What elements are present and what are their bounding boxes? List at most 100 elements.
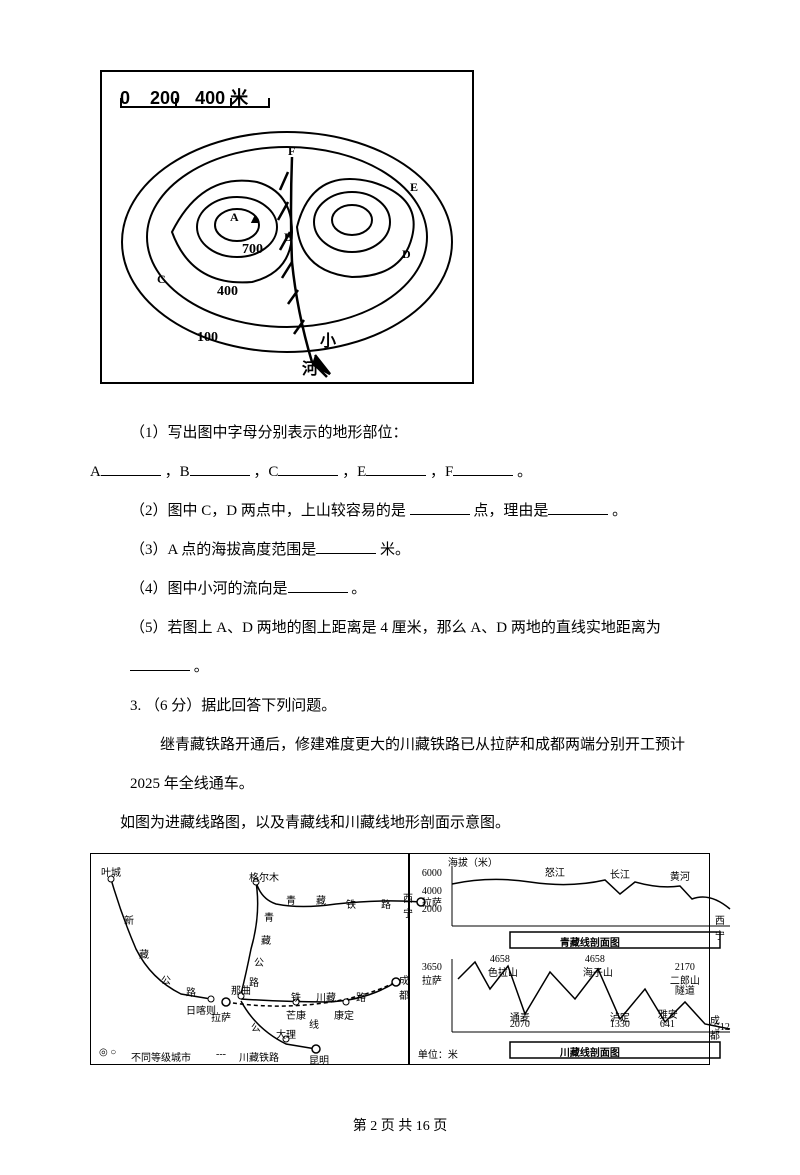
m2a-lu2: 路 (381, 896, 391, 911)
contour-map-box: 0 200 400 米 (100, 70, 474, 384)
m2a-gong1: 公 (161, 972, 171, 987)
m2a-gong3: 公 (251, 1019, 261, 1034)
m2a-tie1: 铁 (346, 896, 356, 911)
q2-prefix: （2）图中 C，D 两点中，上山较容易的是 (130, 503, 410, 519)
label-F: F (288, 144, 295, 159)
river-xiao: 小 (320, 327, 336, 351)
q1-fill: A ，B ，C ，E ，F 。 (90, 453, 710, 492)
m2a-tie2: 铁 (291, 989, 301, 1004)
q1-C: ，C (253, 464, 278, 480)
b-3650: 3650 (422, 962, 442, 973)
m2a-yecheng: 叶城 (101, 864, 121, 879)
haizishan: 海子山 (583, 964, 613, 979)
m2a-chengdu: 成都 (399, 972, 409, 1002)
profile-charts: 海拔（米） 6000 4000 2000 怒江 长江 黄河 拉萨 西宁 青藏线剖… (409, 853, 710, 1065)
figure2-row: 叶城 新 藏 公 路 青 藏 铁 路 青 藏 公 路 格尔木 西宁 日喀则 那曲… (90, 853, 710, 1065)
m2a-lu4: 路 (356, 989, 366, 1004)
legend1: 不同等级城市 (131, 1049, 191, 1064)
page-footer: 第 2 页 共 16 页 (90, 1115, 710, 1135)
q1-end: 。 (517, 464, 532, 480)
label-D: D (402, 247, 411, 262)
m2a-kunming: 昆明 (309, 1052, 329, 1067)
b1330: 1330 (610, 1019, 630, 1030)
blank-q4[interactable] (288, 576, 348, 593)
b2070: 2070 (510, 1019, 530, 1030)
q4-suffix: 。 (351, 581, 366, 597)
legend-sym: ◎ ○ (99, 1047, 116, 1058)
title1: 青藏线剖面图 (560, 934, 620, 949)
m2a-chuanzang: 川藏 (316, 989, 336, 1004)
contour-svg (102, 72, 472, 382)
q5: （5）若图上 A、D 两地的图上距离是 4 厘米，那么 A、D 两地的直线实地距… (130, 609, 710, 687)
para1: 继青藏铁路开通后，修建难度更大的川藏铁路已从拉萨和成都两端分别开工预计 2025… (130, 726, 710, 804)
m2a-qing1: 青 (286, 892, 296, 907)
blank-E[interactable] (366, 459, 426, 476)
suidao: 隧道 (675, 982, 695, 997)
blank-q5[interactable] (130, 654, 190, 671)
legend2: 川藏铁路 (239, 1049, 279, 1064)
ylabel: 海拔（米） (448, 854, 498, 869)
changjiang: 长江 (610, 866, 630, 881)
t-xining: 西宁 (715, 912, 725, 942)
m2a-qing2: 青 (264, 909, 274, 924)
blank-A[interactable] (101, 459, 161, 476)
m2a-dali: 大理 (276, 1026, 296, 1041)
label-E: E (410, 180, 418, 195)
m2a-zang2: 藏 (316, 892, 326, 907)
q2: （2）图中 C，D 两点中，上山较容易的是 点，理由是 。 (130, 492, 710, 531)
label-B: B (284, 230, 292, 245)
blank-C[interactable] (278, 459, 338, 476)
q1-F: ，F (430, 464, 453, 480)
blank-q3[interactable] (316, 537, 376, 554)
title2: 川藏线剖面图 (560, 1044, 620, 1059)
m2a-naqu: 那曲 (231, 982, 251, 997)
m2a-lu1: 路 (186, 984, 196, 999)
nujiang: 怒江 (545, 864, 565, 879)
selashan: 色拉山 (488, 964, 518, 979)
b-lasa: 拉萨 (422, 972, 442, 987)
page: 0 200 400 米 (0, 0, 800, 1175)
q3: （3）A 点的海拔高度范围是 米。 (130, 531, 710, 570)
m2a-kangding: 康定 (334, 1007, 354, 1022)
t-lasa: 拉萨 (422, 894, 442, 909)
q3-suffix: 米。 (380, 542, 410, 558)
q1-A: A (90, 464, 101, 480)
q1-B: ，B (165, 464, 190, 480)
blank-F[interactable] (453, 459, 513, 476)
label-700: 700 (242, 242, 263, 258)
contour-map-figure: 0 200 400 米 (90, 70, 710, 384)
q4-prefix: （4）图中小河的流向是 (130, 581, 288, 597)
q1-E: ，E (342, 464, 366, 480)
river-he: 河 (302, 355, 318, 379)
blank-B[interactable] (190, 459, 250, 476)
q5-prefix: （5）若图上 A、D 两地的图上距离是 4 厘米，那么 A、D 两地的直线实地距… (130, 620, 661, 636)
b641: 641 (660, 1019, 675, 1030)
m2a-xian: 线 (309, 1016, 319, 1031)
label-400: 400 (217, 284, 238, 300)
yt6000: 6000 (422, 868, 442, 879)
q2-mid: 点，理由是 (473, 503, 548, 519)
q1-line1: （1）写出图中字母分别表示的地形部位： (130, 414, 710, 453)
q2-suffix: 。 (612, 503, 627, 519)
q3-prefix: （3）A 点的海拔高度范围是 (130, 542, 316, 558)
q6: 3. （6 分）据此回答下列问题。 (130, 687, 710, 726)
blank-q2b[interactable] (548, 498, 608, 515)
profile-svg (410, 854, 745, 1064)
m2a-zang3: 藏 (261, 932, 271, 947)
m2a-xin: 新 (124, 912, 134, 927)
label-C: C (157, 272, 166, 287)
blank-q2a[interactable] (410, 498, 470, 515)
m2a-geermu: 格尔木 (249, 869, 279, 884)
m2a-zang1: 藏 (139, 946, 149, 961)
label-100: 100 (197, 330, 218, 346)
huanghe: 黄河 (670, 868, 690, 883)
legend-dash: --- (216, 1049, 226, 1060)
q4: （4）图中小河的流向是 。 (130, 570, 710, 609)
m2a-mangkang: 芒康 (286, 1007, 306, 1022)
label-A: A (230, 210, 239, 225)
para2: 如图为进藏线路图，以及青藏线和川藏线地形剖面示意图。 (90, 804, 710, 843)
q6-text: 3. （6 分）据此回答下列问题。 (130, 698, 336, 714)
q1-text: （1）写出图中字母分别表示的地形部位： (130, 425, 408, 441)
unit: 单位：米 (418, 1046, 458, 1061)
q5-suffix: 。 (194, 659, 209, 675)
